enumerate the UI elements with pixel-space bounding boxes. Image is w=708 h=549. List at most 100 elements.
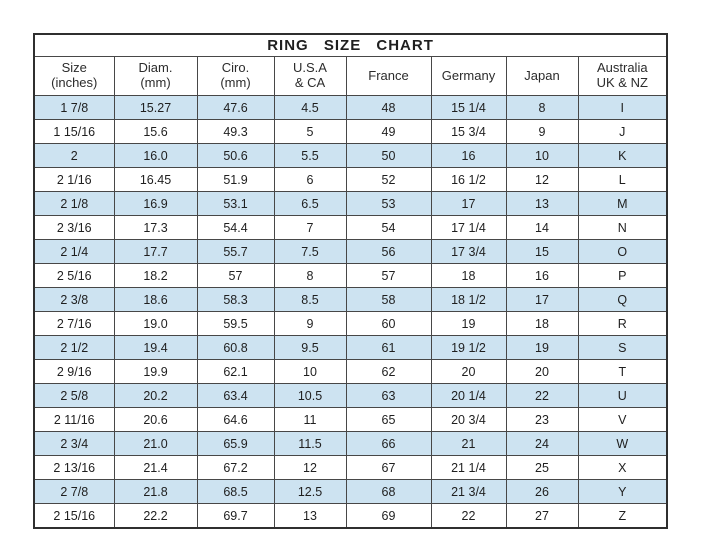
column-header-australia: Australia UK & NZ: [577, 56, 668, 96]
table-cell: R: [577, 311, 668, 336]
table-cell: J: [577, 119, 668, 144]
table-cell: 1 7/8: [33, 95, 115, 120]
table-row: 2 15/16 22.2 69.7 13 69 22 27 Z: [33, 503, 668, 529]
table-cell: 60: [345, 311, 432, 336]
table-cell: 22: [505, 383, 579, 408]
table-cell: 62.1: [196, 359, 275, 384]
table-cell: 62: [345, 359, 432, 384]
table-row: 2 1/8 16.9 53.1 6.5 53 17 13 M: [33, 191, 668, 216]
ring-size-table: RING SIZE CHART Size (inches) Diam. (mm) Cir…: [33, 33, 669, 529]
table-cell: 57: [345, 263, 432, 288]
table-cell: V: [577, 407, 668, 432]
table-cell: 15 1/4: [430, 95, 507, 120]
table-cell: 2 3/16: [33, 215, 115, 240]
table-cell: 11.5: [273, 431, 347, 456]
table-cell: 7.5: [273, 239, 347, 264]
table-cell: 20 1/4: [430, 383, 507, 408]
table-row: 2 1/4 17.7 55.7 7.5 56 17 3/4 15 O: [33, 239, 668, 264]
table-cell: 50: [345, 143, 432, 168]
table-cell: 20.6: [113, 407, 198, 432]
table-cell: 12: [273, 455, 347, 480]
table-cell: 13: [505, 191, 579, 216]
table-cell: 20: [430, 359, 507, 384]
table-cell: 16.0: [113, 143, 198, 168]
table-cell: U: [577, 383, 668, 408]
table-row: 1 7/8 15.27 47.6 4.5 48 15 1/4 8 I: [33, 95, 668, 120]
chart-title: RING SIZE CHART: [33, 33, 668, 57]
table-body: 1 7/8 15.27 47.6 4.5 48 15 1/4 8 I 1 15/16 15.6 49…: [33, 95, 668, 529]
table-cell: 55.7: [196, 239, 275, 264]
table-cell: S: [577, 335, 668, 360]
table-cell: 21: [430, 431, 507, 456]
table-cell: 61: [345, 335, 432, 360]
table-cell: T: [577, 359, 668, 384]
table-cell: 59.5: [196, 311, 275, 336]
table-cell: 63.4: [196, 383, 275, 408]
table-cell: 16: [505, 263, 579, 288]
table-row: 2 5/16 18.2 57 8 57 18 16 P: [33, 263, 668, 288]
table-cell: 21.0: [113, 431, 198, 456]
column-header-ciro-: Ciro. (mm): [196, 56, 275, 96]
table-cell: 11: [273, 407, 347, 432]
table-cell: 23: [505, 407, 579, 432]
table-cell: 18: [505, 311, 579, 336]
table-cell: 21.8: [113, 479, 198, 504]
table-cell: 6: [273, 167, 347, 192]
table-cell: 18: [430, 263, 507, 288]
table-cell: 17: [505, 287, 579, 312]
table-cell: 2 5/8: [33, 383, 115, 408]
table-cell: 5: [273, 119, 347, 144]
table-cell: 54.4: [196, 215, 275, 240]
table-cell: 49.3: [196, 119, 275, 144]
table-cell: 2 9/16: [33, 359, 115, 384]
table-cell: 12: [505, 167, 579, 192]
table-row: 2 1/2 19.4 60.8 9.5 61 19 1/2 19 S: [33, 335, 668, 360]
table-cell: 68.5: [196, 479, 275, 504]
table-cell: 6.5: [273, 191, 347, 216]
table-cell: 19.4: [113, 335, 198, 360]
ring-size-chart: RING SIZE CHART Size (inches) Diam. (mm) Cir…: [33, 33, 669, 529]
column-header-germany: Germany: [430, 56, 507, 96]
table-cell: 64.6: [196, 407, 275, 432]
table-row: 2 3/16 17.3 54.4 7 54 17 1/4 14 N: [33, 215, 668, 240]
table-cell: 15 3/4: [430, 119, 507, 144]
column-header-japan: Japan: [505, 56, 579, 96]
table-cell: 19.9: [113, 359, 198, 384]
table-cell: O: [577, 239, 668, 264]
table-cell: 16 1/2: [430, 167, 507, 192]
table-cell: 2 1/4: [33, 239, 115, 264]
table-cell: 58.3: [196, 287, 275, 312]
table-cell: 14: [505, 215, 579, 240]
table-cell: 16: [430, 143, 507, 168]
table-cell: 69.7: [196, 503, 275, 529]
table-cell: N: [577, 215, 668, 240]
table-cell: 60.8: [196, 335, 275, 360]
table-cell: 22: [430, 503, 507, 529]
table-row: 1 15/16 15.6 49.3 5 49 15 3/4 9 J: [33, 119, 668, 144]
table-cell: 2 3/4: [33, 431, 115, 456]
table-cell: X: [577, 455, 668, 480]
table-row: 2 7/8 21.8 68.5 12.5 68 21 3/4 26 Y: [33, 479, 668, 504]
table-cell: 65.9: [196, 431, 275, 456]
table-cell: 20.2: [113, 383, 198, 408]
table-cell: 17 3/4: [430, 239, 507, 264]
table-cell: 69: [345, 503, 432, 529]
table-cell: 15.6: [113, 119, 198, 144]
table-cell: 58: [345, 287, 432, 312]
table-cell: 2 13/16: [33, 455, 115, 480]
table-cell: 65: [345, 407, 432, 432]
table-cell: 2 1/16: [33, 167, 115, 192]
table-cell: 2: [33, 143, 115, 168]
table-cell: 22.2: [113, 503, 198, 529]
table-cell: 9: [505, 119, 579, 144]
column-header-u-s-a: U.S.A & CA: [273, 56, 347, 96]
table-cell: Y: [577, 479, 668, 504]
table-cell: 9.5: [273, 335, 347, 360]
table-row: 2 3/8 18.6 58.3 8.5 58 18 1/2 17 Q: [33, 287, 668, 312]
table-cell: 47.6: [196, 95, 275, 120]
column-header-france: France: [345, 56, 432, 96]
table-cell: 2 1/8: [33, 191, 115, 216]
column-header-size: Size (inches): [33, 56, 115, 96]
table-cell: 18.2: [113, 263, 198, 288]
table-cell: 10.5: [273, 383, 347, 408]
